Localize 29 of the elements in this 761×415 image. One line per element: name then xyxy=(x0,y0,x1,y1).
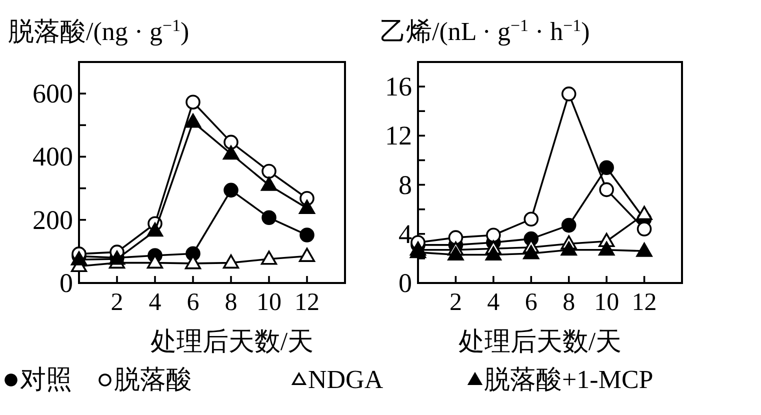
y-tick-label: 16 xyxy=(385,72,412,102)
y-tick-label: 12 xyxy=(385,120,412,151)
y-tick-label: 400 xyxy=(32,142,73,172)
chart-title: 脱落酸/(ng · g$^{−1}$) xyxy=(8,16,190,46)
legend-label: NDGA xyxy=(308,365,384,394)
chart-title: 乙烯/(nL · g$^{−1}$ · h$^{−1}$) xyxy=(380,16,590,46)
legend-label: 脱落酸 xyxy=(114,365,192,394)
legend-label: 对照 xyxy=(20,365,72,394)
x-tick-label: 2 xyxy=(110,289,124,316)
x-tick-label: 6 xyxy=(524,289,538,316)
x-tick-label: 2 xyxy=(449,289,462,316)
x-tick-label: 12 xyxy=(632,289,657,316)
x-tick-label: 12 xyxy=(294,289,320,316)
y-tick-label: 8 xyxy=(398,170,412,200)
y-tick-label: 600 xyxy=(32,78,73,109)
y-tick-label: 4 xyxy=(398,218,412,249)
y-tick-label: 0 xyxy=(60,268,73,298)
x-tick-label: 6 xyxy=(186,289,200,316)
x-tick-label: 10 xyxy=(256,289,282,316)
x-tick-label: 4 xyxy=(487,289,500,316)
x-tick-label: 4 xyxy=(148,289,162,316)
x-tick-label: 10 xyxy=(594,289,620,316)
legend-label: 脱落酸+1-MCP xyxy=(484,365,654,394)
x-tick-label: 8 xyxy=(562,289,576,316)
y-tick-label: 0 xyxy=(398,268,412,298)
y-tick-label: 200 xyxy=(32,204,73,235)
x-axis-title: 处理后天数/天 xyxy=(150,327,314,356)
x-axis-title: 处理后天数/天 xyxy=(458,327,622,356)
x-tick-label: 8 xyxy=(224,289,238,316)
